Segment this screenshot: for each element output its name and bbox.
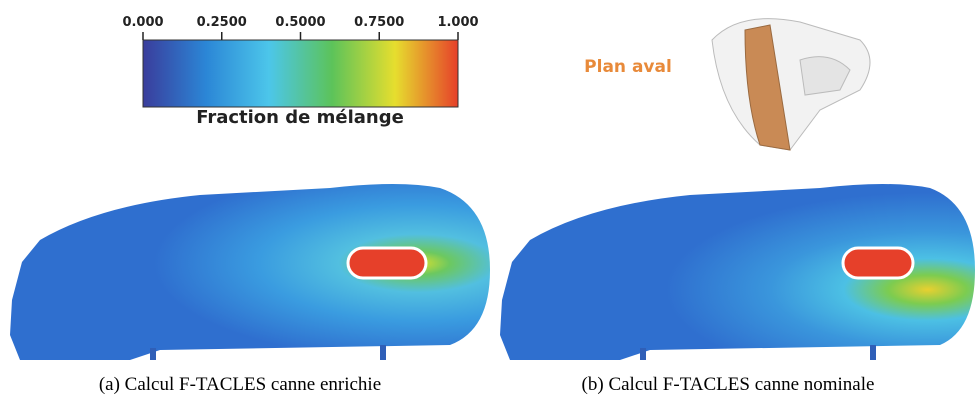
colorbar-gradient <box>142 39 459 108</box>
colorbar: 0.000 0.2500 0.5000 0.7500 1.000 <box>122 15 479 108</box>
tick-label: 0.2500 <box>197 15 247 30</box>
tick-label: 0.7500 <box>354 15 404 30</box>
tick-label: 0.5000 <box>275 15 325 30</box>
inset-label: Plan aval <box>584 57 672 77</box>
contour-a <box>10 184 490 360</box>
tick-label: 0.000 <box>122 15 163 30</box>
caption-a: (a) Calcul F-TACLES canne enrichie <box>99 374 381 395</box>
contour-b <box>500 184 975 360</box>
colorbar-label: Fraction de mélange <box>196 107 404 128</box>
inset-sketch <box>711 18 871 151</box>
caption-b: (b) Calcul F-TACLES canne nominale <box>582 374 875 395</box>
tick-label: 1.000 <box>437 15 478 30</box>
